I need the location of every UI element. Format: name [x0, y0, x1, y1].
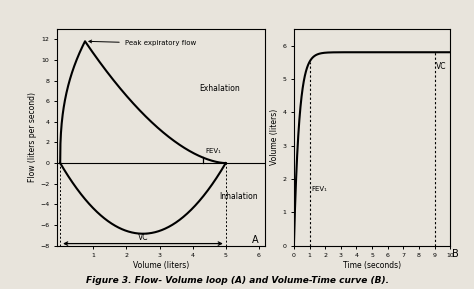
- Text: Figure 3. Flow- Volume loop (A) and Volume-Time curve (B).: Figure 3. Flow- Volume loop (A) and Volu…: [85, 276, 389, 285]
- Text: B: B: [452, 249, 458, 259]
- X-axis label: Time (seconds): Time (seconds): [343, 261, 401, 270]
- Text: FEV₁: FEV₁: [311, 186, 327, 192]
- Y-axis label: Volume (liters): Volume (liters): [271, 109, 280, 165]
- Text: VC: VC: [436, 62, 446, 71]
- Text: Inhalation: Inhalation: [219, 192, 258, 201]
- Text: FEV₁: FEV₁: [205, 148, 221, 154]
- X-axis label: Volume (liters): Volume (liters): [133, 261, 189, 270]
- Y-axis label: Flow (liters per second): Flow (liters per second): [28, 92, 37, 182]
- Text: Peak expiratory flow: Peak expiratory flow: [89, 40, 196, 46]
- Text: A: A: [252, 236, 259, 245]
- Text: VC: VC: [138, 233, 148, 242]
- Text: Exhalation: Exhalation: [199, 84, 240, 93]
